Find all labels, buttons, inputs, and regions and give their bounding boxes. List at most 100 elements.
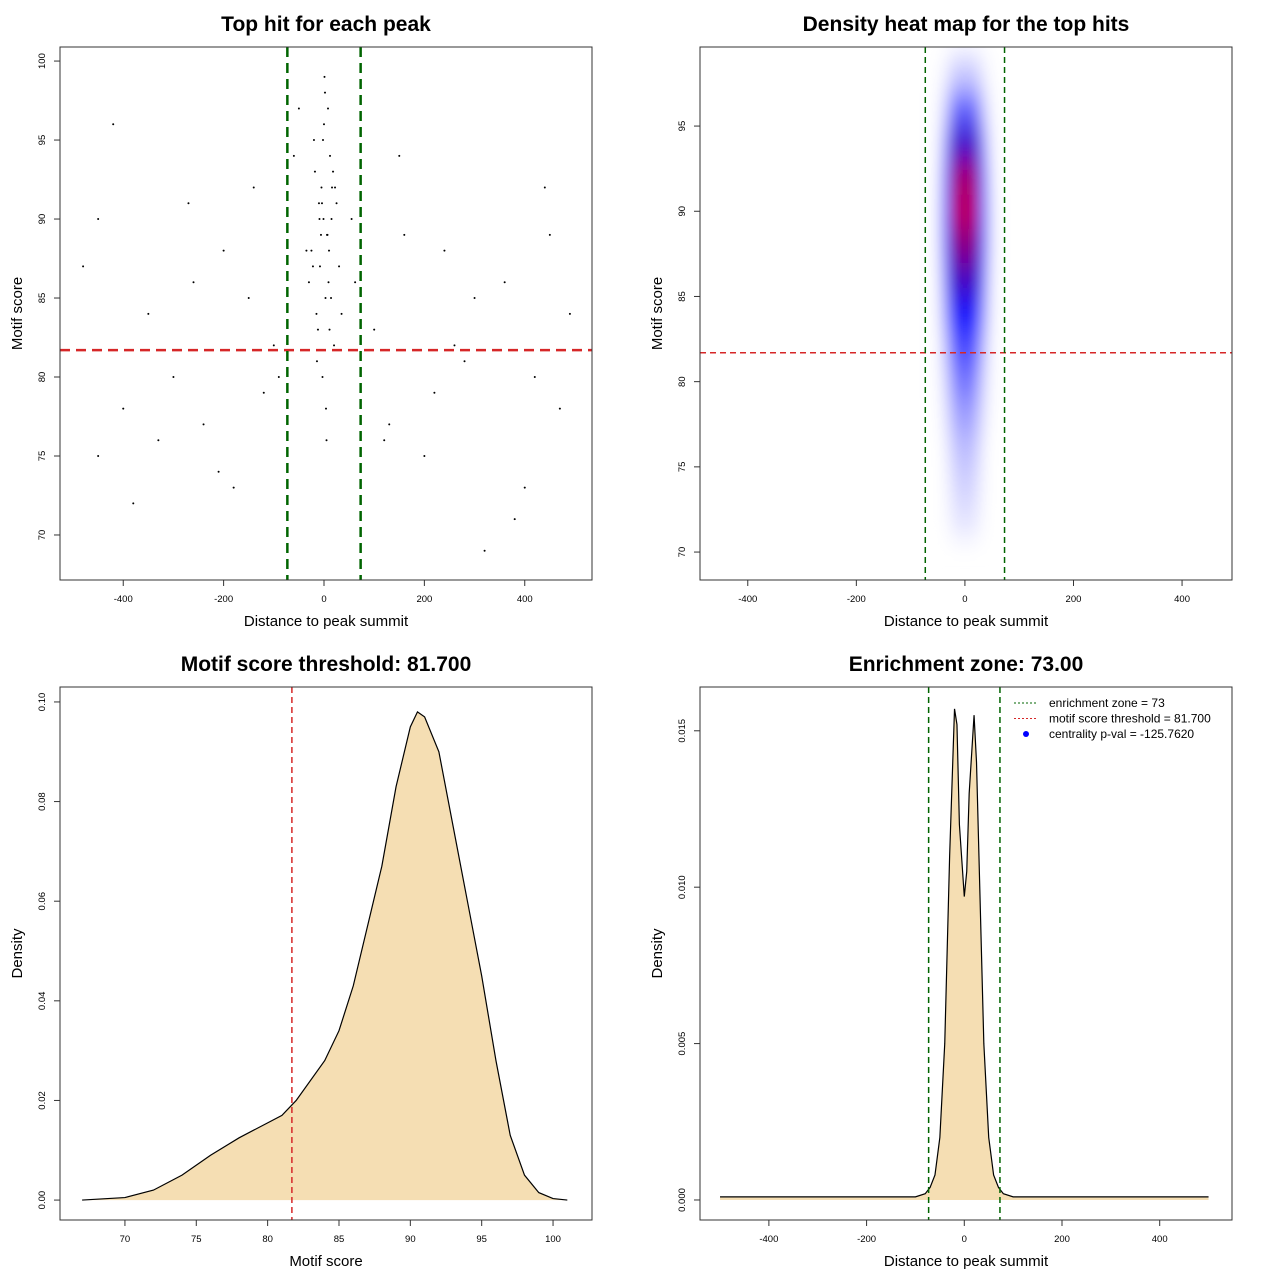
density-line — [720, 708, 1209, 1198]
heat-cell — [968, 398, 978, 434]
point — [327, 107, 330, 110]
heat-cell — [985, 296, 994, 332]
heat-cell — [936, 500, 946, 536]
y-tick-label: 95 — [37, 135, 48, 146]
point — [325, 407, 327, 410]
point — [247, 297, 250, 300]
point — [543, 186, 546, 189]
heat-cell — [944, 160, 954, 195]
x-axis-label: Distance to peak summit — [884, 613, 1049, 630]
heat-cell — [968, 228, 978, 263]
point — [383, 439, 386, 442]
y-tick-label: 0.00 — [37, 1191, 48, 1210]
heat-cell — [952, 296, 962, 332]
plot-frame — [699, 46, 1233, 581]
plot-frame — [699, 686, 1233, 1221]
heat-cell — [985, 364, 994, 400]
x-tick-label: 70 — [120, 1234, 131, 1245]
point — [403, 233, 406, 236]
x-tick-label: -200 — [214, 594, 233, 605]
y-axis-label: Density — [649, 928, 666, 979]
point — [340, 312, 343, 315]
point — [333, 344, 336, 347]
chart-title: Top hit for each peak — [221, 13, 431, 36]
y-tick-label: 95 — [677, 121, 688, 132]
heat-cell — [944, 500, 954, 536]
heat-cell — [977, 296, 986, 332]
point — [252, 186, 255, 189]
point — [373, 328, 376, 331]
y-tick-label: 85 — [677, 291, 688, 302]
chart-title: Motif score threshold: 81.700 — [181, 653, 472, 676]
heat-cell — [985, 194, 994, 229]
y-tick-label: 0.10 — [37, 693, 48, 712]
point — [320, 186, 323, 189]
point — [328, 249, 331, 252]
point — [187, 202, 190, 205]
heat-cell — [944, 194, 954, 229]
point — [316, 328, 319, 331]
area — [82, 711, 568, 1201]
point — [222, 249, 225, 252]
y-tick-label: 85 — [37, 293, 48, 304]
point — [513, 518, 516, 521]
point — [463, 360, 466, 363]
point — [322, 218, 325, 221]
point — [327, 281, 330, 284]
heat-cell — [944, 466, 954, 502]
heat-cell — [985, 432, 994, 468]
heat-cell — [944, 296, 954, 332]
heat — [936, 57, 994, 536]
heat-cell — [960, 160, 970, 195]
heat-cell — [960, 126, 970, 161]
x-axis-label: Motif score — [289, 1253, 362, 1270]
point — [262, 391, 265, 394]
point — [97, 218, 100, 221]
heat-cell — [985, 330, 994, 366]
heat-cell — [936, 296, 946, 332]
heat-cell — [968, 91, 978, 127]
y-tick-label: 90 — [677, 206, 688, 217]
point — [292, 154, 295, 157]
point — [483, 549, 486, 552]
plot-area — [700, 47, 1232, 580]
heat-cell — [936, 91, 946, 127]
panel: Top hit for each peak Distance to peak su… — [9, 13, 593, 630]
point — [312, 139, 315, 142]
heat-cell — [944, 398, 954, 434]
point — [318, 218, 321, 221]
point — [122, 407, 125, 410]
x-tick-label: -400 — [738, 594, 757, 605]
heat-cell — [960, 500, 970, 536]
point — [330, 218, 333, 221]
x-tick-label: 0 — [962, 594, 967, 605]
heat-cell — [960, 398, 970, 434]
heat-cell — [960, 432, 970, 468]
point — [321, 376, 324, 379]
y-tick-label: 0.08 — [37, 792, 48, 811]
y-tick-label: 0.04 — [37, 992, 48, 1011]
point — [335, 202, 338, 205]
heat-cell — [936, 432, 946, 468]
heat-cell — [936, 194, 946, 229]
point — [323, 91, 326, 94]
heat-cell — [960, 91, 970, 127]
heat-cell — [960, 466, 970, 502]
point — [147, 312, 150, 315]
y-tick-label: 0.02 — [37, 1091, 48, 1110]
point — [338, 265, 341, 268]
point — [350, 218, 353, 221]
heat-cell — [985, 500, 994, 536]
point — [453, 344, 456, 347]
heat-cell — [944, 91, 954, 127]
point — [398, 154, 401, 157]
y-tick-label: 80 — [37, 372, 48, 383]
heat-cell — [952, 91, 962, 127]
point — [313, 170, 316, 173]
heat-cell — [960, 364, 970, 400]
heat-cell — [985, 57, 994, 93]
heat-cell — [968, 57, 978, 93]
heat-cell — [968, 466, 978, 502]
heat-cell — [977, 432, 986, 468]
